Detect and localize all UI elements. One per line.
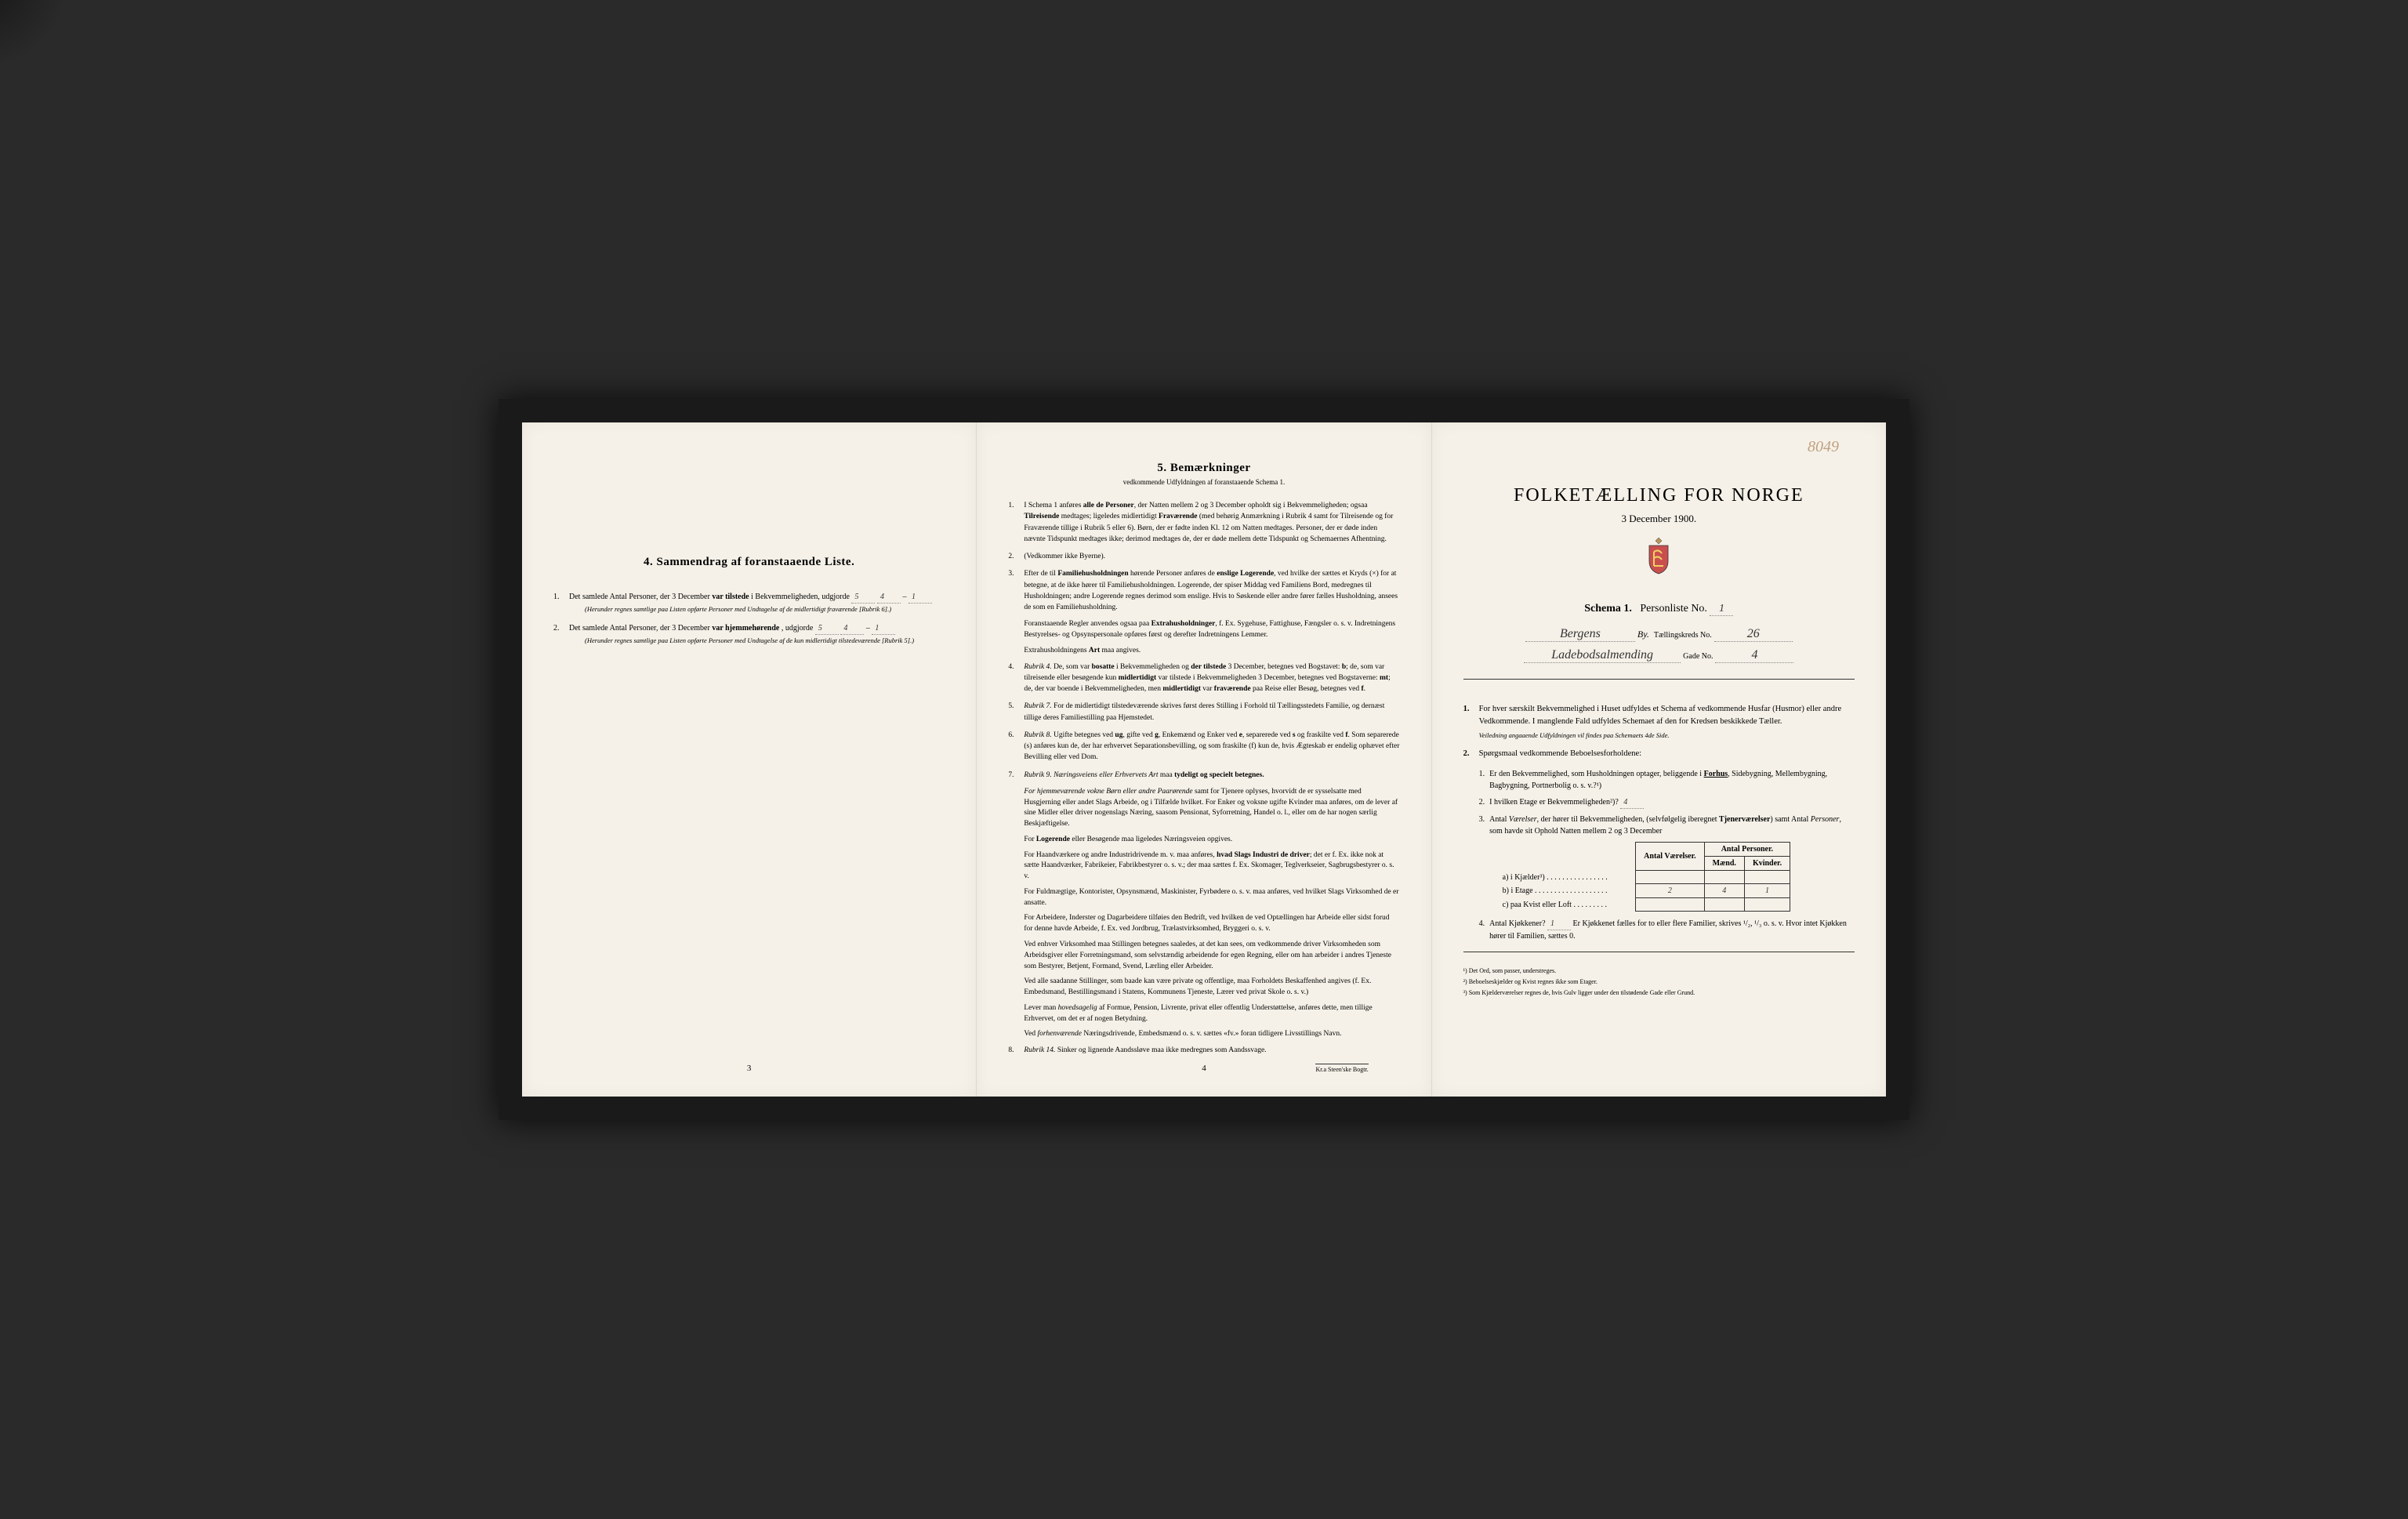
text-bold: var hjemmehørende [712,624,779,633]
question-1: 1.Er den Bekvemmelighed, som Husholdning… [1479,768,1855,792]
remark-paragraph: For Haandværkere og andre Industridriven… [1024,850,1399,883]
remark-paragraph: For Logerende eller Besøgende maa ligele… [1024,835,1399,846]
note: Veiledning angaaende Udfyldningen vil fi… [1479,731,1855,741]
col-persons: Antal Personer. [1704,843,1790,857]
remark-paragraph: Ved forhenværende Næringsdrivende, Embed… [1024,1029,1399,1040]
handwritten-value: 5 [815,622,839,635]
text: Det samlede Antal Personer, der 3 Decemb… [569,624,710,633]
summary-item-2: 2. Det samlede Antal Personer, der 3 Dec… [553,622,945,646]
text: i Bekvemmeligheden, udgjorde [751,593,850,601]
remark-item: 2.(Vedkommer ikke Byerne). [1008,551,1399,562]
city-line: Bergens By. Tællingskreds No. 26 [1463,627,1855,642]
city-value: Bergens [1525,627,1635,642]
text: Det samlede Antal Personer, der 3 Decemb… [569,593,710,601]
page-right: 8049 FOLKETÆLLING FOR NORGE 3 December 1… [1432,422,1886,1097]
remark-paragraph: Lever man hovedsagelig af Formue, Pensio… [1024,1003,1399,1025]
document-container: 4. Sammendrag af foranstaaende Liste. 1.… [499,399,1909,1120]
row-label: a) i Kjælder³) . . . . . . . . . . . . .… [1495,871,1636,884]
page-number: 3 [747,1064,752,1073]
table-row: c) paa Kvist eller Loft . . . . . . . . … [1495,898,1790,912]
remark-paragraph: For hjemmeværende vokne Børn eller andre… [1024,787,1399,830]
table-row: b) i Etage . . . . . . . . . . . . . . .… [1495,884,1790,898]
pencil-annotation: 8049 [1808,438,1839,456]
instruction-1: 1. For hver særskilt Bekvemmelighed i Hu… [1463,703,1855,740]
remark-paragraph: Extrahusholdningens Art maa angives. [1024,646,1399,657]
note: (Herunder regnes samtlige paa Listen opf… [585,636,945,646]
street-no: 4 [1715,648,1793,663]
instruction-2: 2. Spørgsmaal vedkommende Beboelsesforho… [1463,748,1855,760]
district-label: Tællingskreds No. [1654,631,1712,640]
note: (Herunder regnes samtlige paa Listen opf… [585,605,945,614]
schema-label: Schema 1. [1584,603,1632,614]
floor-value: 4 [1620,796,1644,809]
street-value: Ladebodsalmending [1524,648,1681,663]
handwritten-value: 4 [877,591,901,604]
remark-paragraph: For Fuldmægtige, Kontorister, Opsynsmænd… [1024,887,1399,909]
remark-item: 7.Rubrik 9. Næringsveiens eller Erhverve… [1008,770,1399,781]
footnote: ³) Som Kjælderværelser regnes de, hvis G… [1463,988,1855,998]
kitchens-value: 1 [1547,918,1571,930]
cell-value: 2 [1658,886,1681,895]
handwritten-value: 1 [908,591,932,604]
summary-item-1: 1. Det samlede Antal Personer, der 3 Dec… [553,591,945,614]
remark-item: 5.Rubrik 7. For de midlertidigt tilstede… [1008,701,1399,723]
remark-paragraph: For Arbeidere, Inderster og Dagarbeidere… [1024,913,1399,935]
remark-paragraph: Foranstaaende Regler anvendes ogsaa paa … [1024,619,1399,641]
printer-imprint: Kr.a Steen'ske Bogtr. [1315,1064,1368,1073]
text: , udgjorde [782,624,814,633]
middle-subheading: vedkommende Udfyldningen af foranstaaend… [1008,478,1399,486]
remark-item: 3.Efter de til Familiehusholdningen høre… [1008,568,1399,613]
left-heading: 4. Sammendrag af foranstaaende Liste. [553,556,945,569]
table-row: a) i Kjælder³) . . . . . . . . . . . . .… [1495,871,1790,884]
instructions: 1. For hver særskilt Bekvemmelighed i Hu… [1463,703,1855,998]
text: For hver særskilt Bekvemmelighed i Huset… [1479,705,1841,726]
col-women: Kvinder. [1744,857,1790,871]
district-no: 26 [1714,627,1793,642]
street-label: Gade No. [1683,652,1713,661]
page-middle: 5. Bemærkninger vedkommende Udfyldningen… [977,422,1431,1097]
remarks-list: 1.I Schema 1 anføres alle de Personer, d… [1008,500,1399,1056]
page-number: 4 [1202,1064,1206,1073]
question-4: 4. Antal Kjøkkener? 1 Er Kjøkkenet fælle… [1479,918,1855,942]
remark-item: 6.Rubrik 8. Ugifte betegnes ved ug, gift… [1008,730,1399,763]
city-label: By. [1637,629,1649,640]
remark-item: 8.Rubrik 14. Sinker og lignende Aandsslø… [1008,1045,1399,1056]
text-bold: var tilstede [712,593,749,601]
footnote: ¹) Det Ord, som passer, understreges. [1463,966,1855,976]
handwritten-value: 4 [840,622,864,635]
row-label: c) paa Kvist eller Loft . . . . . . . . … [1495,898,1636,912]
remark-paragraph: Ved alle saadanne Stillinger, som baade … [1024,977,1399,999]
handwritten-value: 5 [851,591,875,604]
question-3: 3.Antal Værelser, der hører til Bekvemme… [1479,814,1855,837]
col-rooms: Antal Værelser. [1636,843,1704,871]
text: Antal Kjøkkener? [1489,919,1545,928]
remark-item: 1.I Schema 1 anføres alle de Personer, d… [1008,500,1399,545]
middle-heading: 5. Bemærkninger [1008,462,1399,475]
cell-value: 4 [1713,886,1736,895]
vignette [0,0,71,71]
col-men: Mænd. [1704,857,1744,871]
personliste-label: Personliste No. [1640,603,1707,614]
remark-paragraph: Ved enhver Virksomhed maa Stillingen bet… [1024,940,1399,972]
cell-value: 1 [1756,886,1779,895]
footnote: ²) Beboelseskjælder og Kvist regnes ikke… [1463,977,1855,987]
main-date: 3 December 1900. [1463,513,1855,525]
question-2: 2. I hvilken Etage er Bekvemmeligheden²)… [1479,796,1855,809]
footnotes: ¹) Det Ord, som passer, understreges. ²)… [1463,966,1855,998]
text: I hvilken Etage er Bekvemmeligheden²)? [1489,798,1619,807]
coat-of-arms-icon [1463,536,1855,579]
text: Spørgsmaal vedkommende Beboelsesforholde… [1479,748,1855,760]
handwritten-value: 1 [872,622,895,635]
personliste-no: 1 [1710,603,1733,616]
rooms-table: Antal Værelser. Antal Personer. Mænd. Kv… [1495,842,1790,912]
schema-line: Schema 1. Personliste No. 1 [1463,603,1855,616]
page-left: 4. Sammendrag af foranstaaende Liste. 1.… [522,422,977,1097]
main-title: FOLKETÆLLING FOR NORGE [1463,485,1855,506]
street-line: Ladebodsalmending Gade No. 4 [1463,648,1855,663]
row-label: b) i Etage . . . . . . . . . . . . . . .… [1495,884,1636,898]
remark-item: 4.Rubrik 4. De, som var bosatte i Bekvem… [1008,662,1399,695]
